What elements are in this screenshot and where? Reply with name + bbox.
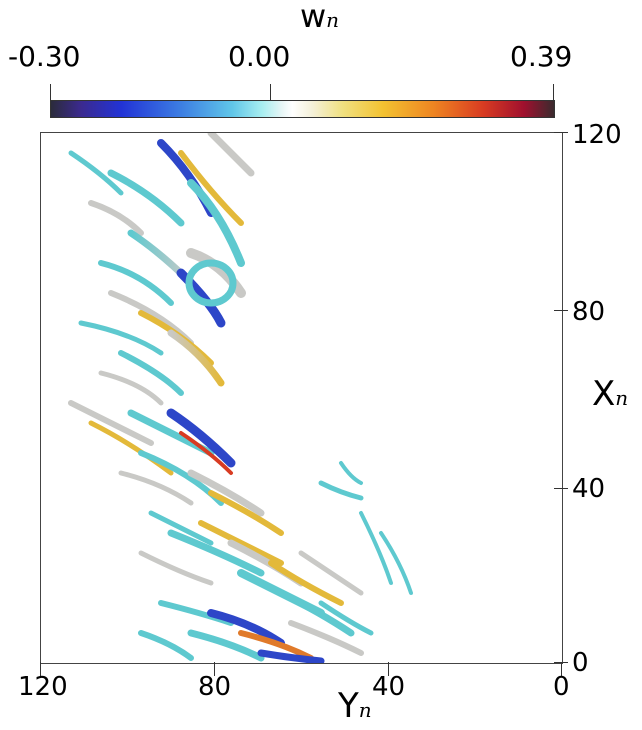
- isosurface-plot: [40, 132, 563, 664]
- x-tick-mark-120: [40, 662, 41, 676]
- vortex-structures-image: [68, 133, 413, 663]
- x-tick-label-80: 80: [198, 672, 232, 702]
- y-tick-label-120: 120: [572, 120, 622, 150]
- colorbar-gradient: [50, 100, 555, 118]
- y-tick-mark-40: [554, 488, 568, 489]
- x-tick-label-40: 40: [372, 672, 406, 702]
- colorbar-mid-label: 0.00: [228, 40, 291, 73]
- y-tick-mark-120: [554, 132, 568, 133]
- x-axis-title: Yn: [338, 686, 372, 726]
- colorbar-title: wn: [300, 0, 340, 35]
- y-axis-title: Xn: [592, 374, 629, 414]
- x-tick-mark-0: [561, 662, 562, 676]
- colorbar-tick-left: [50, 84, 51, 100]
- y-tick-label-80: 80: [572, 297, 606, 327]
- x-tick-mark-80: [214, 662, 215, 676]
- colorbar-tick-mid: [270, 84, 271, 108]
- x-tick-mark-40: [388, 662, 389, 676]
- y-tick-mark-80: [554, 310, 568, 311]
- y-tick-label-0: 0: [572, 648, 589, 678]
- x-tick-label-120: 120: [18, 672, 68, 702]
- x-tick-label-0: 0: [553, 672, 570, 702]
- colorbar-max-label: 0.39: [510, 40, 573, 73]
- y-tick-label-40: 40: [572, 474, 606, 504]
- colorbar-min-label: -0.30: [8, 40, 81, 73]
- colorbar-tick-right: [553, 84, 554, 100]
